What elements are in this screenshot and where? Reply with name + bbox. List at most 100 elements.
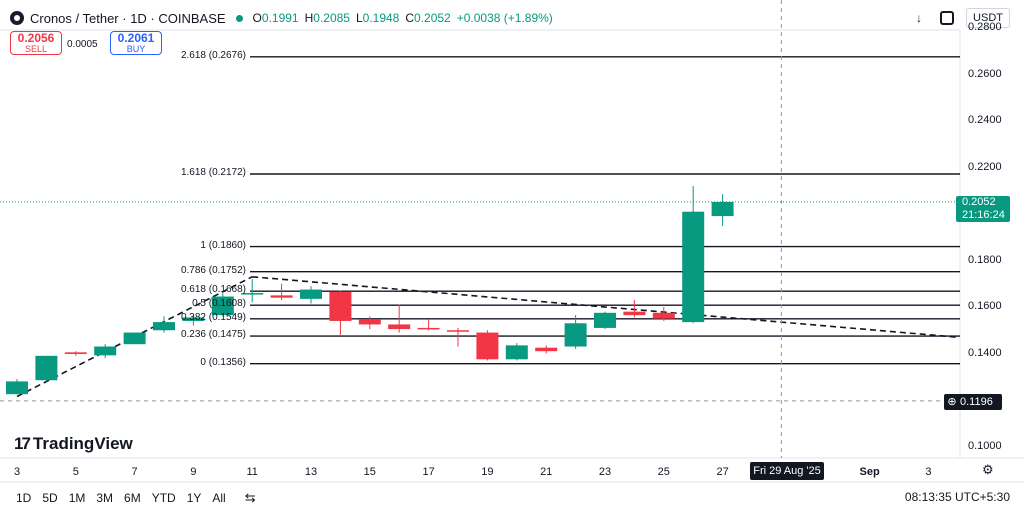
crosshair-price: 0.1196 xyxy=(960,396,993,408)
candle-aug-19 xyxy=(476,330,499,361)
fibonacci-levels xyxy=(250,56,960,365)
candle-body xyxy=(564,323,587,347)
timeframe-ytd[interactable]: YTD xyxy=(151,491,176,505)
x-tick-label: 25 xyxy=(657,466,670,478)
date-range-icon[interactable]: ⇆ xyxy=(244,490,256,505)
y-tick-label: 0.1000 xyxy=(968,439,1002,452)
y-tick-label: 0.1600 xyxy=(968,300,1002,312)
fib-level-label: 0.786 (0.1752) xyxy=(180,264,246,276)
buy-button[interactable]: 0.2061 BUY xyxy=(110,31,162,55)
tradingview-mark-icon: 17 xyxy=(14,434,31,453)
sell-button[interactable]: 0.2056 SELL xyxy=(10,31,62,55)
candle-aug-23 xyxy=(594,311,616,330)
timeframe-5d[interactable]: 5D xyxy=(42,491,58,505)
low-value: 0.1948 xyxy=(362,11,400,25)
candle-aug-15 xyxy=(358,316,381,330)
candle-aug-6 xyxy=(94,344,117,359)
candle-body xyxy=(711,201,734,217)
candle-aug-26 xyxy=(682,186,705,324)
trendline-1 xyxy=(252,275,958,339)
bar-countdown: 21:16:24 xyxy=(962,209,1005,221)
candle-aug-20 xyxy=(505,343,528,361)
candle-body xyxy=(358,319,381,325)
timeframe-1y[interactable]: 1Y xyxy=(186,491,202,505)
candle-aug-7 xyxy=(123,332,146,345)
candle-aug-11 xyxy=(241,279,264,303)
timeframe-1d[interactable]: 1D xyxy=(16,491,32,505)
clock: 08:13:35 UTC+5:30 xyxy=(904,490,1010,504)
open-key: O xyxy=(252,11,262,25)
symbol-header: Cronos / Tether · 1D · COINBASE O0.1991 … xyxy=(10,9,553,27)
snapshot-button[interactable] xyxy=(938,9,956,27)
y-tick-label: 0.1400 xyxy=(968,346,1002,359)
x-tick-label: 7 xyxy=(131,466,138,478)
current-price: 0.2052 xyxy=(962,196,996,208)
fib-level-label: 0.5 (0.1608) xyxy=(192,298,246,310)
x-tick-label: 27 xyxy=(716,466,729,478)
x-tick-label: 23 xyxy=(598,466,612,478)
candle-body xyxy=(182,317,205,321)
candle-aug-27 xyxy=(711,194,734,227)
candle-body xyxy=(652,312,675,319)
candle-aug-18 xyxy=(447,327,469,347)
candle-aug-13 xyxy=(300,286,322,304)
x-tick-label: 5 xyxy=(72,466,79,478)
spread-value: 0.0005 xyxy=(67,39,98,50)
candle-body xyxy=(270,295,293,298)
candle-body xyxy=(447,330,469,332)
x-tick-label: 19 xyxy=(481,466,494,478)
candle-body xyxy=(123,332,146,345)
candle-body xyxy=(535,347,558,352)
high-value: 0.2085 xyxy=(313,11,350,25)
right-toolbar: ↓ USDT xyxy=(910,8,1010,28)
crosshair-price-tag: ⊕ 0.1196 xyxy=(944,394,1002,410)
x-tick-label: 15 xyxy=(363,466,376,478)
x-tick-label: 9 xyxy=(190,466,197,478)
crosshair-date-tag: Fri 29 Aug '25 xyxy=(750,462,824,480)
x-tick-label: Sep xyxy=(859,466,880,478)
timeframe-1m[interactable]: 1M xyxy=(68,491,86,505)
symbol-title[interactable]: Cronos / Tether · 1D · COINBASE xyxy=(30,10,226,26)
ohlc-values: O0.1991 H0.2085 L0.1948 C0.2052 +0.0038 … xyxy=(253,11,553,25)
candle-aug-22 xyxy=(564,315,587,349)
x-tick-label: 17 xyxy=(422,466,435,478)
candle-aug-10 xyxy=(211,293,234,317)
candle-aug-12 xyxy=(270,283,293,301)
candle-aug-25 xyxy=(652,307,675,321)
timeframe-6m[interactable]: 6M xyxy=(124,491,141,505)
candle-body xyxy=(623,311,646,316)
high-key: H xyxy=(304,11,314,25)
x-tick-label: 3 xyxy=(13,466,21,478)
y-tick-label: 0.2800 xyxy=(968,21,1002,33)
candle-body xyxy=(300,289,322,299)
candle-body xyxy=(417,327,440,330)
plus-circle-icon[interactable]: ⊕ xyxy=(947,396,957,408)
change-value: +0.0038 (+1.89%) xyxy=(456,11,553,25)
y-tick-label: 0.1800 xyxy=(968,253,1002,266)
arrow-down-icon[interactable]: ↓ xyxy=(916,11,923,25)
candle-body xyxy=(329,291,352,321)
fib-level-label: 2.618 (0.2676) xyxy=(180,49,246,61)
candle-body xyxy=(211,296,234,316)
y-tick-label: 0.2200 xyxy=(968,160,1002,173)
candle-aug-5 xyxy=(64,351,87,356)
fib-level-label: 1 (0.1860) xyxy=(200,239,246,251)
candle-body xyxy=(505,345,528,360)
y-tick-label: 0.2400 xyxy=(968,114,1002,126)
candle-aug-8 xyxy=(153,316,175,333)
tradingview-logo[interactable]: 17 TradingView xyxy=(14,434,133,454)
fib-level-label: 0.382 (0.1549) xyxy=(180,311,246,323)
snapshot-icon xyxy=(940,11,955,25)
close-value: 0.2052 xyxy=(414,11,451,25)
buy-label: BUY xyxy=(126,44,146,54)
currency-select[interactable]: USDT xyxy=(966,8,1010,28)
timeframe-3m[interactable]: 3M xyxy=(96,491,114,505)
candle-aug-4 xyxy=(35,355,58,382)
candle-body xyxy=(153,322,175,331)
market-status-icon xyxy=(235,14,243,22)
candle-body xyxy=(6,381,28,395)
timeframe-all[interactable]: All xyxy=(212,491,226,505)
low-key: L xyxy=(355,11,363,25)
settings-gear-icon[interactable]: ⚙ xyxy=(982,462,994,477)
